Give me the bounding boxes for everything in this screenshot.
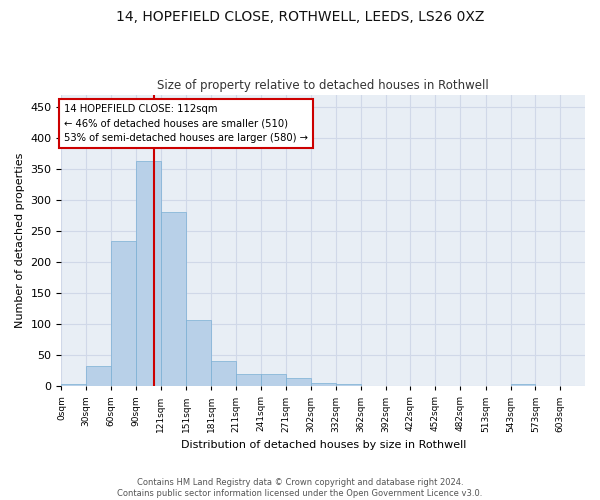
Y-axis label: Number of detached properties: Number of detached properties: [15, 152, 25, 328]
Bar: [86, 366, 111, 386]
Bar: [211, 361, 236, 386]
Bar: [136, 161, 161, 386]
Bar: [311, 382, 336, 386]
Bar: [261, 374, 286, 386]
Bar: [187, 320, 211, 386]
Bar: [236, 374, 261, 386]
Text: 14, HOPEFIELD CLOSE, ROTHWELL, LEEDS, LS26 0XZ: 14, HOPEFIELD CLOSE, ROTHWELL, LEEDS, LS…: [116, 10, 484, 24]
Bar: [511, 384, 535, 386]
Bar: [336, 384, 361, 386]
X-axis label: Distribution of detached houses by size in Rothwell: Distribution of detached houses by size …: [181, 440, 466, 450]
Bar: [61, 384, 86, 386]
Title: Size of property relative to detached houses in Rothwell: Size of property relative to detached ho…: [157, 79, 489, 92]
Text: Contains HM Land Registry data © Crown copyright and database right 2024.
Contai: Contains HM Land Registry data © Crown c…: [118, 478, 482, 498]
Bar: [286, 378, 311, 386]
Text: 14 HOPEFIELD CLOSE: 112sqm
← 46% of detached houses are smaller (510)
53% of sem: 14 HOPEFIELD CLOSE: 112sqm ← 46% of deta…: [64, 104, 308, 144]
Bar: [111, 241, 136, 386]
Bar: [161, 212, 187, 386]
